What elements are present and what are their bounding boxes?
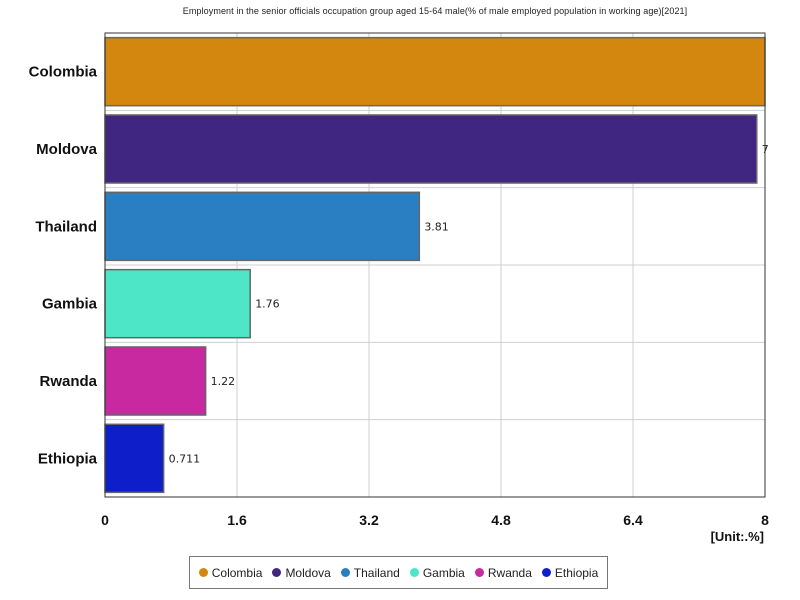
legend-swatch [198,568,208,577]
legend-label: Thailand [353,565,400,580]
category-label: Ethiopia [38,450,98,467]
value-label: 3.81 [424,220,449,233]
bar-ethiopia[interactable] [104,423,165,494]
x-tick-label: 1.6 [227,512,247,528]
x-tick-label: 6.4 [623,512,643,528]
x-tick-label: 3.2 [359,512,379,528]
bar-thailand[interactable] [104,191,421,262]
legend-item-thailand[interactable]: Thailand [340,565,400,580]
x-tick-label: 0 [101,512,109,528]
legend-swatch [272,568,282,577]
unit-label: [Unit:.%] [711,529,764,544]
legend-label: Gambia [422,565,465,580]
legend-item-ethiopia[interactable]: Ethiopia [541,565,599,580]
legend-label: Ethiopia [554,565,599,580]
category-label: Rwanda [39,373,97,390]
legend-label: Colombia [211,565,263,580]
legend-swatch [541,568,551,577]
value-label: 0.711 [169,452,201,465]
legend-item-colombia[interactable]: Colombia [198,565,263,580]
category-label: Moldova [36,141,97,158]
category-label: Colombia [29,64,98,81]
legend-swatch [474,568,484,577]
legend-item-gambia[interactable]: Gambia [409,565,465,580]
legend-swatch [340,568,350,577]
plot-area-frame [104,32,766,498]
legend-swatch [409,568,419,577]
chart-title: Employment in the senior officials occup… [182,6,688,16]
bar-colombia[interactable] [104,36,766,107]
bar-gambia[interactable] [104,268,251,339]
category-label: Thailand [35,218,97,235]
chart-legend: Colombia Moldova Thailand Gambia Rwanda Ethio… [189,556,608,589]
value-label: 1.22 [211,375,236,388]
x-tick-label: 4.8 [491,512,511,528]
legend-label: Moldova [285,565,331,580]
legend-label: Rwanda [487,565,532,580]
legend-item-moldova[interactable]: Moldova [272,565,331,580]
bar-rwanda[interactable] [104,346,207,416]
category-label: Gambia [42,296,98,313]
legend-item-rwanda[interactable]: Rwanda [474,565,532,580]
bar-moldova[interactable] [104,114,758,184]
x-tick-label: 8 [761,512,769,528]
value-label: 1.76 [255,298,280,311]
